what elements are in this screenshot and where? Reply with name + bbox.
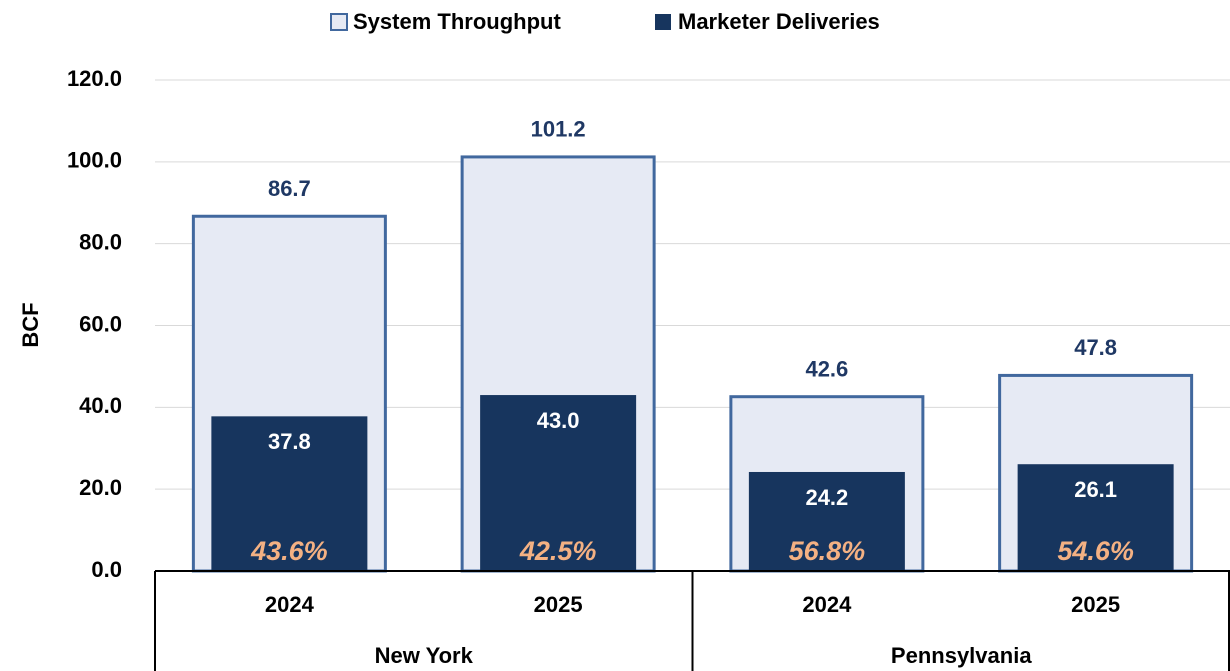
share-label: 42.5% [519,536,597,566]
value-label: 43.0 [537,408,580,433]
y-tick-label: 100.0 [67,148,122,173]
bar [748,471,905,571]
share-label: 56.8% [789,536,866,566]
bar [211,416,368,571]
x-tick-label: 2024 [265,592,315,617]
value-label: 101.2 [531,117,586,142]
value-label: 26.1 [1074,477,1117,502]
bar [1017,464,1174,571]
x-tick-label: 2025 [534,592,583,617]
legend-label: System Throughput [353,9,561,34]
x-tick-label: 2025 [1071,592,1120,617]
legend-swatch [330,13,348,31]
y-tick-label: 40.0 [79,393,122,418]
y-tick-label: 120.0 [67,66,122,91]
bar [480,395,637,571]
legend-swatch [655,14,671,30]
y-axis-label: BCF [18,302,43,347]
y-tick-label: 0.0 [91,557,122,582]
group-label: Pennsylvania [891,643,1032,668]
value-label: 86.7 [268,176,311,201]
value-label: 24.2 [805,485,848,510]
value-label: 47.8 [1074,335,1117,360]
y-tick-label: 20.0 [79,475,122,500]
group-label: New York [375,643,474,668]
share-label: 54.6% [1057,536,1134,566]
x-tick-label: 2024 [802,592,852,617]
legend-label: Marketer Deliveries [678,9,880,34]
value-label: 42.6 [805,357,848,382]
y-tick-label: 60.0 [79,311,122,336]
value-label: 37.8 [268,429,311,454]
y-tick-label: 80.0 [79,229,122,254]
share-label: 43.6% [250,536,328,566]
